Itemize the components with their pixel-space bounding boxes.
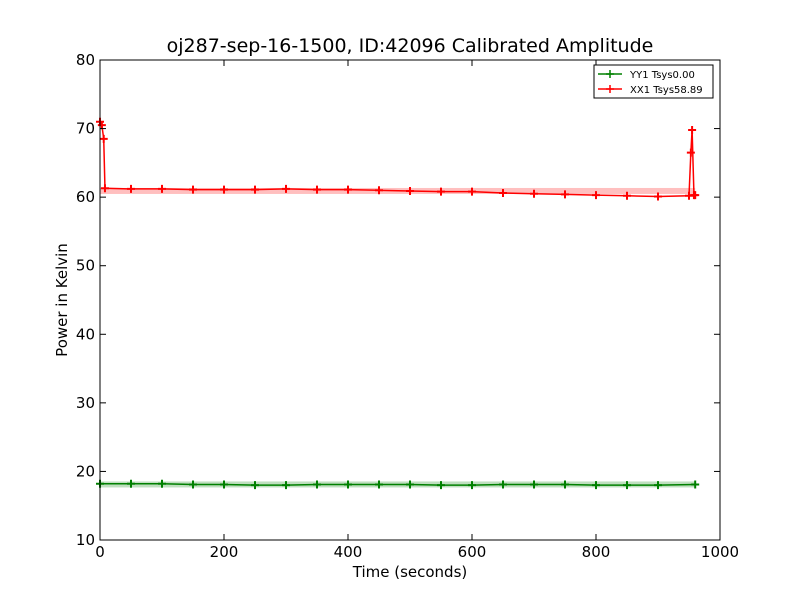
data-point xyxy=(691,480,700,489)
y-axis-label: Power in Kelvin xyxy=(53,243,71,357)
data-point xyxy=(530,480,538,489)
x-tick-label: 0 xyxy=(95,543,105,561)
data-point xyxy=(313,480,321,489)
legend: YY1 Tsys0.00 XX1 Tsys58.89 xyxy=(593,64,714,99)
legend-marker xyxy=(606,85,614,93)
data-point xyxy=(375,480,383,489)
chart-title: oj287-sep-16-1500, ID:42096 Calibrated A… xyxy=(167,35,654,57)
data-point xyxy=(406,480,414,489)
data-point xyxy=(344,480,352,489)
data-point xyxy=(654,481,662,490)
data-point xyxy=(99,134,108,143)
series-band xyxy=(100,481,696,488)
data-point xyxy=(251,185,259,194)
data-point xyxy=(282,184,290,193)
x-axis-label: Time (seconds) xyxy=(352,563,468,581)
data-point xyxy=(220,185,228,194)
data-point xyxy=(127,184,135,193)
data-point xyxy=(189,480,197,489)
series-line xyxy=(99,121,696,198)
x-tick-label: 800 xyxy=(582,543,611,561)
data-point xyxy=(592,191,600,200)
plot-frame xyxy=(99,59,721,541)
data-point xyxy=(127,479,135,488)
y-tick-label: 20 xyxy=(76,462,95,480)
data-point xyxy=(282,481,290,490)
series-0 xyxy=(96,479,700,490)
legend-box xyxy=(593,64,714,99)
y-tick-label: 30 xyxy=(76,394,95,412)
series-band xyxy=(100,187,696,194)
x-tick-label: 200 xyxy=(210,543,239,561)
axis-ticks: 0 200 400 600 800 1000 10 20 30 40 50 60 70 80 xyxy=(76,51,739,561)
data-point xyxy=(100,184,109,193)
y-tick-label: 50 xyxy=(76,257,95,275)
data-point xyxy=(437,481,445,490)
data-point xyxy=(623,191,631,200)
data-point xyxy=(592,481,600,490)
data-point xyxy=(686,148,695,157)
series-line xyxy=(100,483,696,486)
x-tick-label: 400 xyxy=(334,543,363,561)
data-point xyxy=(561,480,569,489)
data-point xyxy=(251,481,259,490)
legend-label: YY1 Tsys0.00 xyxy=(629,70,695,81)
data-point xyxy=(220,480,228,489)
y-tick-label: 80 xyxy=(76,51,95,69)
y-tick-label: 60 xyxy=(76,188,95,206)
data-point xyxy=(654,192,662,201)
data-point xyxy=(499,480,507,489)
data-point xyxy=(313,185,321,194)
y-tick-label: 10 xyxy=(76,531,95,549)
plot-area xyxy=(96,117,700,490)
legend-marker xyxy=(606,70,614,78)
data-point xyxy=(375,186,383,195)
data-point xyxy=(691,191,700,200)
series-1 xyxy=(96,117,700,201)
data-point xyxy=(561,190,569,199)
x-tick-label: 600 xyxy=(458,543,487,561)
data-point xyxy=(344,185,352,194)
data-point xyxy=(158,479,166,488)
legend-label: XX1 Tsys58.89 xyxy=(630,85,703,96)
data-point xyxy=(189,185,197,194)
data-point xyxy=(468,187,476,196)
y-tick-label: 70 xyxy=(76,120,95,138)
data-point xyxy=(437,187,445,196)
data-point xyxy=(468,481,476,490)
data-point xyxy=(530,189,538,198)
x-tick-label: 1000 xyxy=(701,543,739,561)
data-point xyxy=(97,121,106,130)
data-point xyxy=(406,186,414,195)
data-point xyxy=(158,184,166,193)
y-tick-label: 40 xyxy=(76,325,95,343)
data-point xyxy=(623,481,631,490)
data-point xyxy=(688,125,697,134)
data-point xyxy=(499,189,507,198)
